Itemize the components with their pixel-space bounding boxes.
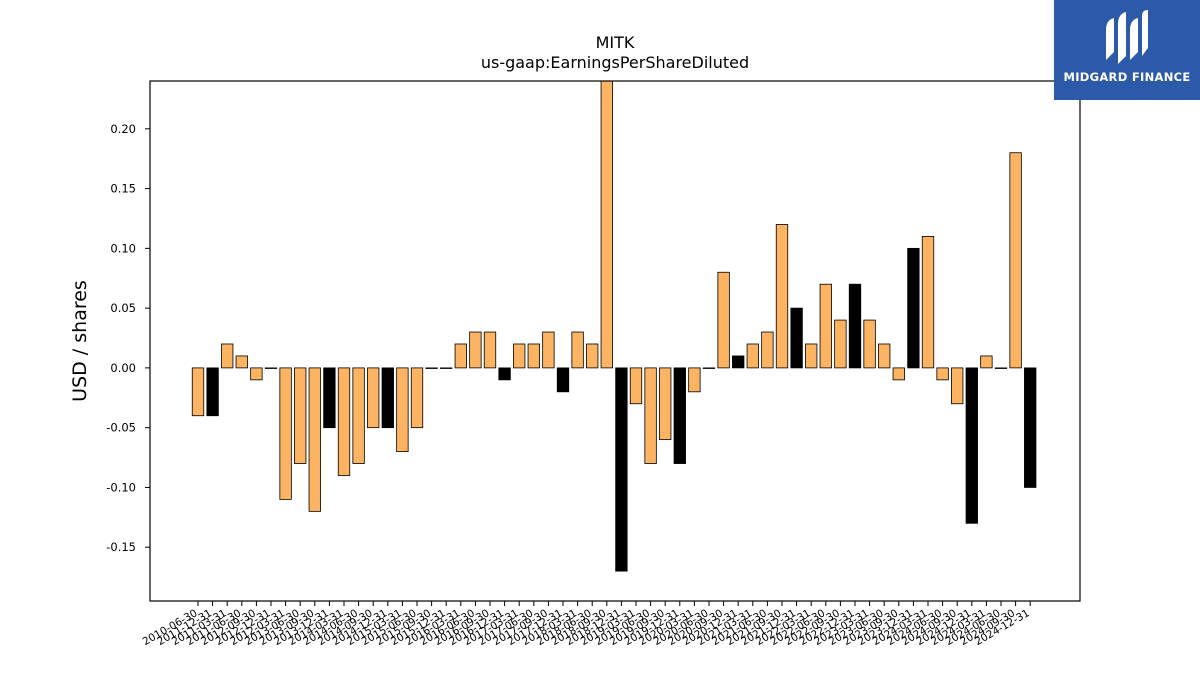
bar-2020-06-30 xyxy=(761,331,774,369)
y-tick-label: -0.15 xyxy=(106,540,136,554)
bar-2019-03-31 xyxy=(688,367,701,393)
bar-2021-03-31 xyxy=(805,343,818,369)
bar-2010-06-30 xyxy=(191,367,205,417)
y-tick-label: 0.05 xyxy=(110,301,136,315)
bar-2011-12-31 xyxy=(264,367,278,369)
bar-2011-09-30 xyxy=(250,367,263,381)
bar-2020-09-30 xyxy=(775,224,789,369)
bar-2024-03-31 xyxy=(980,355,993,369)
bar-2020-12-31 xyxy=(790,307,803,369)
bar-2021-09-30 xyxy=(834,319,847,369)
bar-2012-06-30 xyxy=(294,367,307,464)
y-tick-label: 0.10 xyxy=(110,241,136,255)
bar-2017-09-30 xyxy=(600,80,613,369)
y-tick-label: 0.00 xyxy=(110,361,136,375)
bar-2012-09-30 xyxy=(308,367,321,512)
bar-2021-06-30 xyxy=(819,283,832,369)
y-axis-label: USD / shares xyxy=(69,280,91,402)
bar-2014-12-31 xyxy=(440,367,453,369)
bar-2011-03-31 xyxy=(221,343,234,369)
y-tick-label: 0.15 xyxy=(110,182,136,196)
bar-2015-03-31 xyxy=(454,343,467,369)
bar-2022-12-31 xyxy=(907,247,920,369)
bar-2020-03-31 xyxy=(746,343,759,369)
bar-2014-03-31 xyxy=(396,367,409,452)
bar-2015-12-31 xyxy=(498,367,511,381)
y-tick-label: -0.05 xyxy=(106,421,136,435)
x-axis-ticks: 2010-06-302011-12-312011-03-312011-06-30… xyxy=(141,601,1032,648)
bar-2023-06-30 xyxy=(936,367,949,381)
bar-2019-06-30 xyxy=(702,367,716,369)
bar-2023-03-31 xyxy=(921,235,935,369)
brand-logo: MIDGARD FINANCE xyxy=(1054,0,1200,100)
bar-2022-06-30 xyxy=(878,343,891,369)
bar-2013-09-30 xyxy=(367,367,380,429)
bar-2011-06-30 xyxy=(235,355,248,369)
bar-2014-09-30 xyxy=(425,367,438,369)
bar-2013-03-31 xyxy=(337,367,351,476)
brand-name: MIDGARD FINANCE xyxy=(1063,70,1191,84)
bar-2017-12-31 xyxy=(615,367,628,572)
bar-2021-12-31 xyxy=(848,283,862,369)
bar-2013-06-30 xyxy=(352,367,365,464)
y-axis-ticks: -0.15 -0.10 -0.05 0.00 0.05 0.10 0.15 0.20 xyxy=(106,122,150,554)
bar-2012-03-31 xyxy=(279,367,292,500)
bar-2024-09-30 xyxy=(1009,152,1022,369)
bar-2023-09-30 xyxy=(951,367,964,405)
bar-2016-09-30 xyxy=(542,331,555,369)
bar-2016-12-31 xyxy=(556,367,570,393)
bar-2018-09-30 xyxy=(659,367,672,441)
bar-2017-06-30 xyxy=(586,343,599,369)
bar-2016-06-30 xyxy=(527,343,540,369)
y-tick-label: 0.20 xyxy=(110,122,136,136)
bar-2013-12-31 xyxy=(381,367,394,429)
bar-2012-12-31 xyxy=(323,367,336,429)
chart-subtitle: us-gaap:EarningsPerShareDiluted xyxy=(481,53,749,72)
bar-series xyxy=(191,80,1037,572)
bar-2022-03-31 xyxy=(863,319,876,369)
bar-2014-06-30 xyxy=(410,367,424,429)
chart-title: MITK xyxy=(596,33,635,52)
bar-2019-12-31 xyxy=(732,355,745,369)
bar-2018-12-31 xyxy=(673,367,686,464)
midgard-logo-icon xyxy=(1106,10,1148,64)
bar-2024-06-30 xyxy=(994,367,1008,369)
bar-2023-12-31 xyxy=(965,367,978,524)
plot-frame xyxy=(149,80,1081,602)
bar-2017-03-31 xyxy=(571,331,584,369)
y-tick-label: -0.10 xyxy=(106,480,136,494)
bar-2018-06-30 xyxy=(644,367,657,464)
bar-2022-09-30 xyxy=(892,367,905,381)
bar-2016-03-31 xyxy=(513,343,526,369)
bar-2010-12-31 xyxy=(206,367,219,417)
bar-2015-09-30 xyxy=(483,331,497,369)
bar-2015-06-30 xyxy=(469,331,482,369)
bar-2019-09-30 xyxy=(717,271,730,369)
bar-2018-03-31 xyxy=(629,367,643,405)
bar-2024-12-31 xyxy=(1024,367,1037,488)
